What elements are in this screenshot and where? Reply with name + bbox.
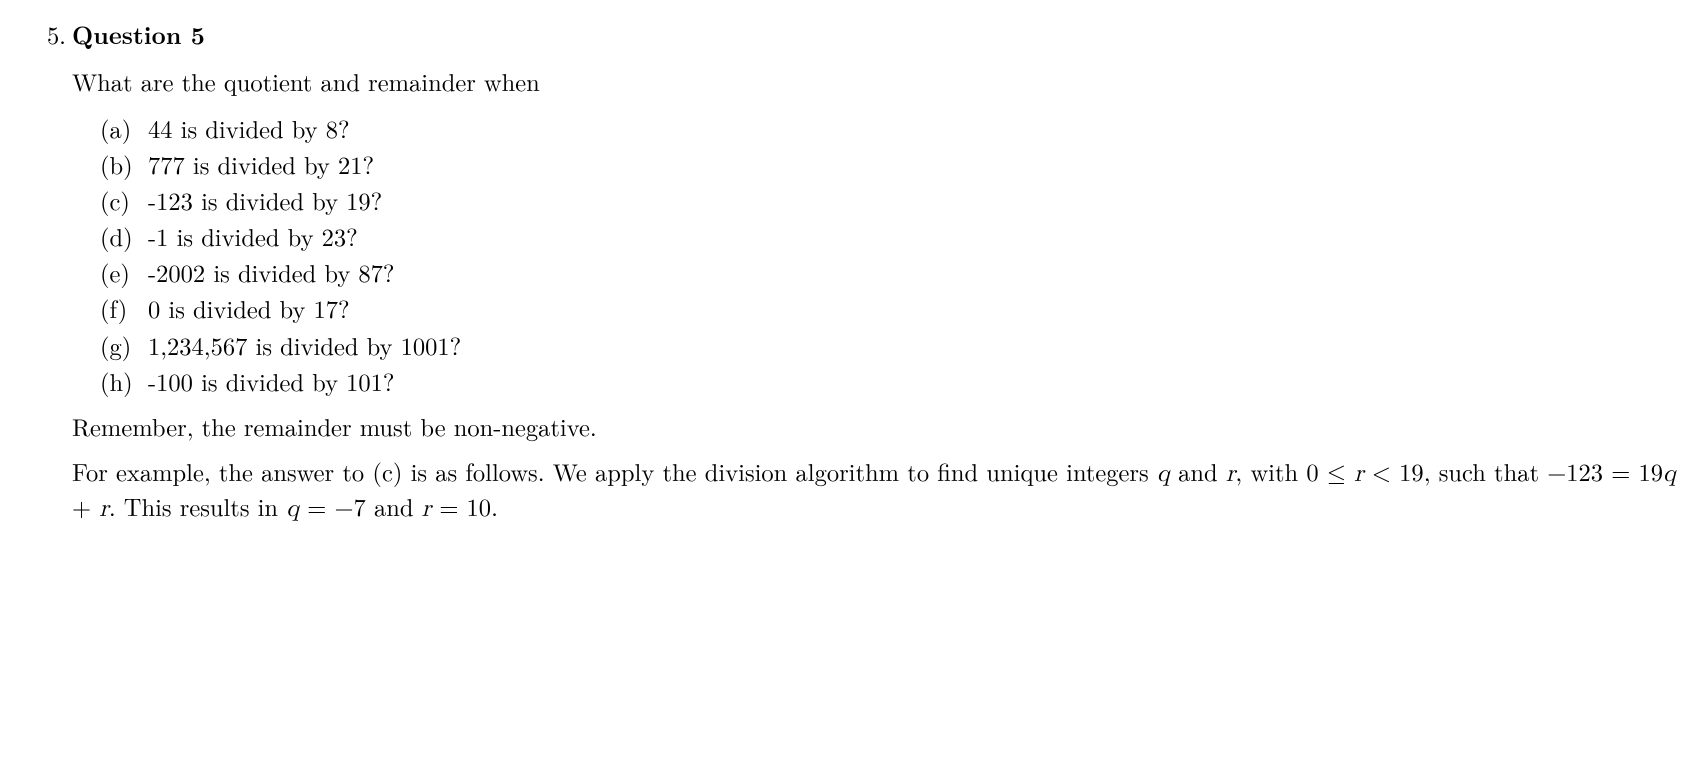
example-text: and — [366, 489, 422, 524]
example-text: and — [1170, 454, 1226, 489]
math-inequality: 0 ≤ r < 19 — [1306, 461, 1423, 486]
remainder-note: Remember, the remainder must be non-nega… — [72, 410, 1676, 443]
math-var-q: q — [1157, 461, 1170, 486]
part-text: -123 is divided by 19? — [148, 184, 382, 217]
part-d: (d) -1 is divided by 23? — [100, 220, 1676, 253]
part-a: (a) 44 is divided by 8? — [100, 112, 1676, 145]
part-label: (g) — [100, 329, 148, 362]
question-intro: What are the quotient and remainder when — [72, 65, 1676, 98]
part-e: (e) -2002 is divided by 87? — [100, 256, 1676, 289]
part-c: (c) -123 is divided by 19? — [100, 184, 1676, 217]
part-h: (h) -100 is divided by 101? — [100, 365, 1676, 398]
question-body: Question 5 What are the quotient and rem… — [72, 18, 1676, 525]
part-text: -2002 is divided by 87? — [148, 256, 395, 289]
part-f: (f) 0 is divided by 17? — [100, 292, 1676, 325]
part-label: (b) — [100, 148, 148, 181]
example-text: , with — [1235, 454, 1306, 489]
part-label: (a) — [100, 112, 148, 145]
part-text: 0 is divided by 17? — [148, 292, 350, 325]
example-text: . This results in — [109, 489, 286, 524]
part-text: 777 is divided by 21? — [148, 148, 374, 181]
example-paragraph: For example, the answer to (c) is as fol… — [72, 455, 1676, 525]
question-block: 5. Question 5 What are the quotient and … — [20, 18, 1676, 525]
part-text: -1 is divided by 23? — [148, 220, 358, 253]
part-label: (c) — [100, 184, 148, 217]
part-label: (e) — [100, 256, 148, 289]
part-label: (f) — [100, 292, 148, 325]
part-label: (h) — [100, 365, 148, 398]
question-title: Question 5 — [72, 17, 205, 52]
part-text: 1,234,567 is divided by 1001? — [148, 329, 461, 362]
math-result-r: r = 10 — [422, 496, 491, 521]
question-number: 5. — [20, 18, 72, 51]
parts-list: (a) 44 is divided by 8? (b) 777 is divid… — [72, 112, 1676, 398]
math-result-q: q = −7 — [286, 496, 366, 521]
part-text: 44 is divided by 8? — [148, 112, 350, 145]
example-text: , such that — [1424, 454, 1548, 489]
example-text: . — [491, 489, 498, 524]
part-b: (b) 777 is divided by 21? — [100, 148, 1676, 181]
part-text: -100 is divided by 101? — [148, 365, 395, 398]
part-label: (d) — [100, 220, 148, 253]
part-g: (g) 1,234,567 is divided by 1001? — [100, 329, 1676, 362]
math-var-r: r — [1226, 461, 1236, 486]
example-text: For example, the answer to (c) is as fol… — [72, 454, 1157, 489]
